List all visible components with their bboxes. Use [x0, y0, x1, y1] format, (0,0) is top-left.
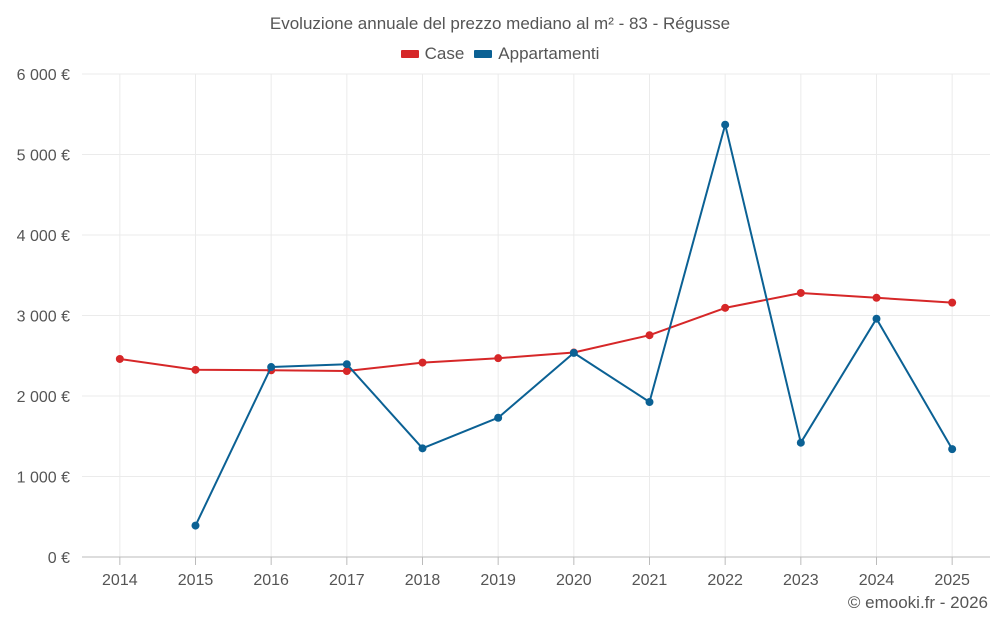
series-appartamenti [191, 120, 957, 530]
data-point-case-2021[interactable] [645, 331, 654, 340]
x-tick-label: 2018 [405, 572, 441, 589]
axes: 0 € 1 000 € 2 000 € 3 000 € 4 000 € 5 000 € 6 … [17, 67, 990, 589]
x-tick-label: 2023 [783, 572, 819, 589]
data-point-case-2023[interactable] [796, 288, 805, 297]
data-point-appartamenti-2021[interactable] [645, 398, 654, 407]
legend-label-case: Case [424, 44, 465, 63]
legend-swatch-appartamenti [474, 50, 493, 58]
data-point-case-2015[interactable] [191, 365, 200, 374]
data-point-appartamenti-2020[interactable] [569, 348, 578, 357]
x-tick-label: 2017 [329, 572, 365, 589]
copyright-footer: © emooki.fr - 2026 [847, 593, 988, 612]
data-point-case-2024[interactable] [872, 293, 881, 302]
data-point-appartamenti-2019[interactable] [494, 413, 503, 422]
series-case [115, 288, 957, 376]
data-point-appartamenti-2023[interactable] [796, 438, 805, 447]
x-tick-label: 2021 [632, 572, 668, 589]
x-tick-label: 2015 [178, 572, 214, 589]
legend-item-appartamenti[interactable]: Appartamenti [474, 44, 599, 64]
chart-title: Evoluzione annuale del prezzo mediano al… [269, 14, 731, 33]
x-tick-label: 2014 [102, 572, 138, 589]
data-point-appartamenti-2025[interactable] [948, 445, 957, 454]
legend: Case Appartamenti [0, 44, 1000, 64]
data-point-appartamenti-2018[interactable] [418, 444, 427, 453]
data-point-case-2025[interactable] [948, 298, 957, 307]
series-line-case [119, 292, 953, 372]
data-point-case-2019[interactable] [494, 354, 503, 363]
x-tick-label: 2024 [859, 572, 895, 589]
data-point-appartamenti-2017[interactable] [342, 360, 351, 369]
data-point-case-2022[interactable] [721, 303, 730, 312]
x-tick-label: 2016 [253, 572, 289, 589]
x-tick-label: 2022 [707, 572, 743, 589]
y-tick-label: 5 000 € [17, 148, 70, 165]
y-tick-label: 1 000 € [17, 470, 70, 487]
y-tick-label: 6 000 € [17, 67, 70, 84]
x-tick-label: 2025 [934, 572, 970, 589]
y-tick-label: 2 000 € [17, 389, 70, 406]
data-point-case-2014[interactable] [115, 354, 124, 363]
x-tick-label: 2019 [480, 572, 516, 589]
y-tick-label: 3 000 € [17, 309, 70, 326]
data-point-case-2017[interactable] [342, 367, 351, 376]
y-tick-label: 0 € [48, 550, 70, 567]
y-tick-label: 4 000 € [17, 228, 70, 245]
legend-swatch-case [400, 50, 419, 58]
data-point-appartamenti-2016[interactable] [267, 363, 276, 372]
x-tick-label: 2020 [556, 572, 592, 589]
data-point-appartamenti-2024[interactable] [872, 314, 881, 323]
legend-item-case[interactable]: Case [400, 44, 465, 64]
series-layer [115, 120, 957, 530]
data-point-appartamenti-2022[interactable] [721, 120, 730, 129]
grid-lines [82, 73, 990, 557]
data-point-case-2018[interactable] [418, 358, 427, 367]
data-point-appartamenti-2015[interactable] [191, 521, 200, 530]
legend-label-appartamenti: Appartamenti [498, 44, 600, 63]
